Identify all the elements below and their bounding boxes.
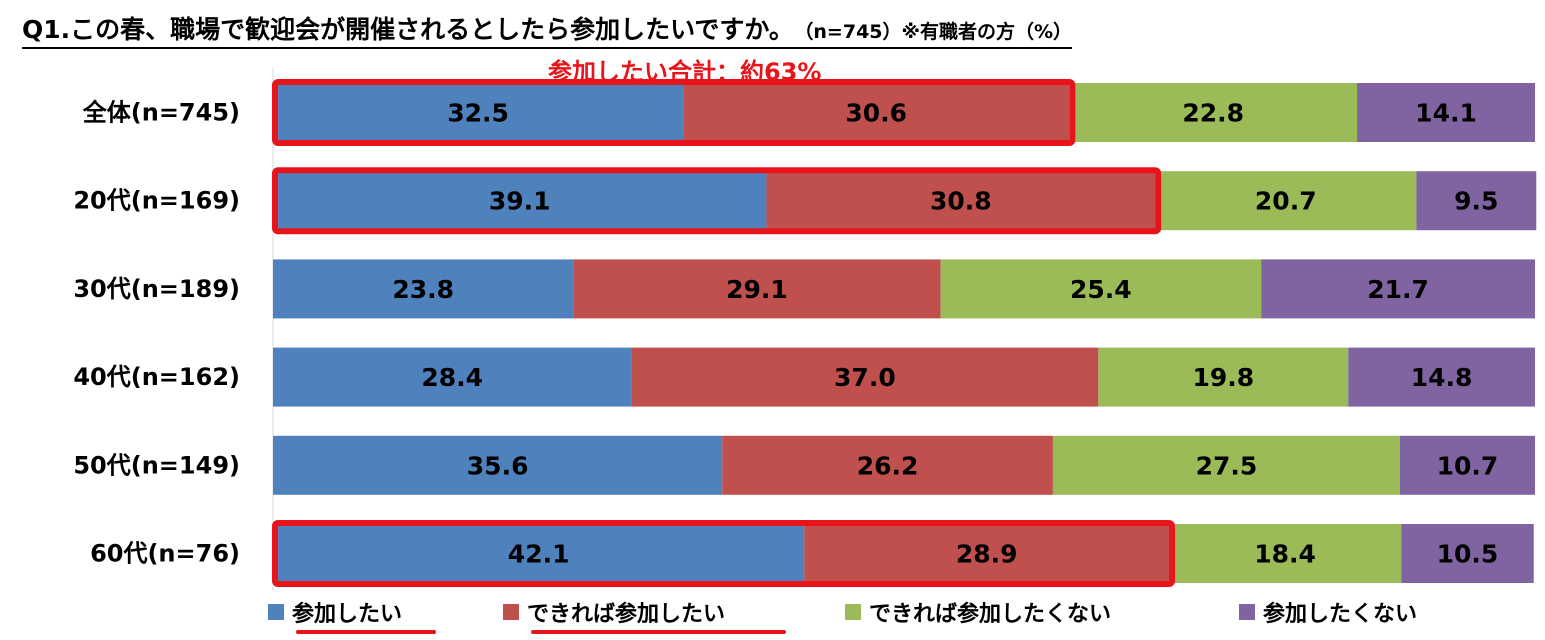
chart-title: Q1.この春、職場で歓迎会が開催されるとしたら参加したいですか。 （n=745）※… — [22, 10, 1073, 49]
category-label: 50代(n=149) — [73, 451, 240, 479]
bar-segment — [1169, 524, 1402, 583]
data-label: 19.8 — [1192, 363, 1254, 392]
data-label: 28.4 — [421, 363, 483, 392]
data-label: 18.4 — [1254, 540, 1316, 569]
bar-segment — [1261, 259, 1535, 319]
bar-segment — [804, 524, 1170, 583]
bar-segment — [1416, 171, 1537, 231]
data-label: 26.2 — [857, 451, 919, 480]
chart-legend: 参加したい できれば参加したい できれば参加したくない 参加したくない — [268, 596, 1545, 636]
legend-underline — [296, 630, 436, 634]
bar-segment — [1155, 171, 1417, 231]
category-label: 全体(n=745) — [82, 99, 240, 127]
data-label: 22.8 — [1182, 99, 1244, 128]
category-label: 60代(n=76) — [90, 540, 240, 568]
category-label: 40代(n=162) — [73, 363, 240, 391]
data-label: 37.0 — [834, 363, 896, 392]
bar-segment — [273, 83, 684, 142]
legend-label: 参加したい — [292, 602, 403, 627]
bar-segment — [1357, 83, 1535, 142]
legend-label: できれば参加したい — [527, 602, 726, 627]
data-label: 10.7 — [1437, 451, 1499, 480]
bar-segment — [1069, 83, 1358, 142]
bar-segment — [766, 171, 1156, 231]
chart-title-sub: （n=745）※有職者の方（%） — [803, 21, 1073, 43]
bar-segment — [683, 83, 1070, 142]
bar-segment — [940, 259, 1262, 319]
legend-item: 参加したい — [268, 596, 402, 628]
data-label: 30.6 — [845, 99, 907, 128]
highlight-box — [272, 167, 1162, 235]
data-label: 14.8 — [1411, 363, 1473, 392]
legend-label: できれば参加したくない — [869, 602, 1112, 627]
legend-label: 参加したくない — [1263, 602, 1418, 627]
legend-underline — [531, 630, 786, 634]
data-label: 21.7 — [1367, 275, 1429, 304]
bar-segment — [1052, 435, 1400, 495]
legend-swatch — [268, 604, 284, 620]
legend-swatch — [503, 604, 519, 620]
data-label: 25.4 — [1070, 275, 1132, 304]
legend-item: できれば参加したくない — [845, 596, 1111, 628]
data-label: 9.5 — [1454, 187, 1498, 216]
bar-segment — [631, 347, 1099, 407]
data-label: 27.5 — [1196, 451, 1258, 480]
data-label: 14.1 — [1415, 99, 1477, 128]
highlight-box — [272, 520, 1176, 587]
data-label: 35.6 — [467, 451, 529, 480]
legend-swatch — [845, 604, 861, 620]
stacked-bar-chart: 全体(n=745) 32.5 30.6 22.8 14.1 20代(n=169) 39.1 3… — [73, 68, 1537, 590]
bar-segment — [273, 435, 723, 495]
chart-title-main: Q1.この春、職場で歓迎会が開催されるとしたら参加したいですか。 — [22, 15, 794, 44]
bar-segment — [1399, 435, 1535, 495]
category-label: 20代(n=169) — [73, 187, 240, 215]
legend-item: 参加したくない — [1239, 596, 1417, 628]
bar-segment — [573, 259, 941, 319]
highlight-box — [272, 79, 1076, 146]
total-annotation: 参加したい合計：約63% — [548, 58, 822, 86]
bar-segment — [1098, 347, 1349, 407]
bar-segment — [722, 435, 1053, 495]
data-label: 29.1 — [726, 275, 788, 304]
data-label: 30.8 — [930, 187, 992, 216]
bar-segment — [1401, 524, 1534, 583]
category-label: 30代(n=189) — [73, 275, 240, 303]
data-label: 20.7 — [1255, 187, 1317, 216]
data-label: 10.5 — [1437, 540, 1499, 569]
bar-segment — [273, 259, 574, 319]
bar-segment — [273, 347, 632, 407]
legend-swatch — [1239, 604, 1255, 620]
bar-segment — [273, 171, 767, 231]
legend-item: できれば参加したい — [503, 596, 725, 628]
bar-segment — [1348, 347, 1535, 407]
data-label: 23.8 — [392, 275, 454, 304]
data-label: 32.5 — [447, 99, 509, 128]
data-label: 39.1 — [489, 187, 551, 216]
bar-segment — [273, 524, 805, 583]
data-label: 28.9 — [956, 540, 1018, 569]
data-label: 42.1 — [508, 540, 570, 569]
